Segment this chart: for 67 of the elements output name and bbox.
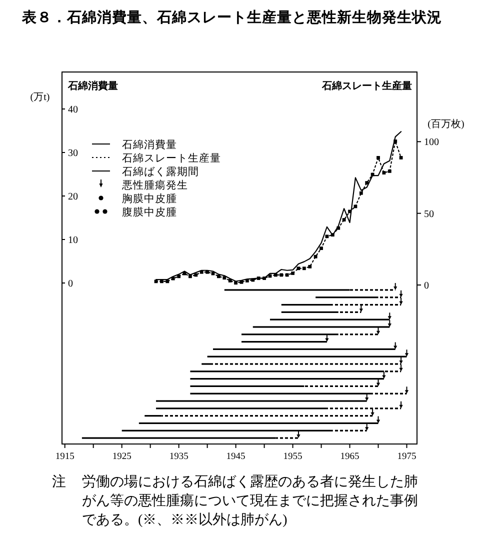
- point: [160, 280, 164, 284]
- point: [330, 233, 334, 237]
- point: [314, 254, 318, 258]
- point: [251, 278, 255, 282]
- point: [348, 210, 352, 214]
- legend-label: 石綿消費量: [122, 138, 177, 151]
- point: [376, 156, 380, 160]
- point: [171, 276, 175, 280]
- y2-tick-label: 50: [424, 208, 434, 220]
- point: [234, 281, 238, 285]
- legend-label: 石綿スレート生産量: [122, 152, 221, 164]
- text: 石綿ばく露期間: [122, 166, 199, 178]
- point: [200, 270, 204, 274]
- point: [336, 226, 340, 230]
- point: [370, 172, 374, 176]
- point: [228, 279, 232, 282]
- point: [280, 273, 284, 277]
- x-tick-label: 1945: [226, 452, 246, 462]
- point: [188, 274, 192, 278]
- annotation: 石綿消費量: [67, 80, 118, 92]
- point: [256, 276, 260, 280]
- annotation: 石綿スレート生産量: [321, 80, 412, 92]
- x-tick-label: 1975: [397, 452, 416, 462]
- annotation: 腹膜中皮腫: [122, 206, 177, 218]
- point: [308, 264, 312, 268]
- point: [382, 171, 386, 174]
- y2-axis-title: (百万枚): [428, 118, 464, 130]
- y-tick-label: 0: [68, 278, 73, 290]
- x-tick-label: 1935: [169, 452, 189, 462]
- point: [342, 218, 346, 222]
- x-tick-label: 1955: [283, 452, 303, 462]
- point: [245, 279, 249, 282]
- point: [320, 246, 323, 250]
- y-tick-label: 20: [68, 191, 78, 202]
- point: [388, 169, 392, 173]
- y-tick-label: 10: [68, 234, 78, 246]
- text: 注 労働の場における石綿ばく露歴のある者に発生した肺がん等の悪性腫瘍について現在までに把握された事例である。(※、※※以外は肺がん): [52, 474, 418, 528]
- y-tick-label: 30: [68, 148, 78, 159]
- point: [206, 270, 210, 274]
- point: [325, 234, 329, 238]
- point: [240, 280, 244, 284]
- chart-title: 表８．石綿消費量、石綿スレート生産量と悪性新生物発生状況: [21, 8, 442, 26]
- annotation: 胸膜中皮腫: [122, 192, 177, 205]
- point: [291, 272, 294, 275]
- y2-tick-label: 100: [424, 137, 439, 148]
- x-tick-label: 1965: [340, 452, 360, 462]
- point: [302, 266, 306, 270]
- point: [296, 266, 300, 270]
- annotation: 悪性腫瘍発生: [121, 178, 188, 192]
- point: [262, 276, 266, 280]
- point: [274, 273, 278, 277]
- y-tick-label: 40: [68, 104, 78, 116]
- x-tick-label: 1915: [55, 452, 75, 462]
- point: [399, 156, 403, 160]
- point: [194, 273, 198, 277]
- y-axis-title: (万t): [30, 92, 50, 103]
- point: [285, 273, 289, 277]
- x-tick-label: 1925: [112, 452, 132, 462]
- point: [222, 276, 226, 280]
- point: [365, 181, 369, 184]
- point: [394, 140, 398, 143]
- point: [177, 274, 181, 278]
- y2-tick-label: 0: [424, 280, 429, 292]
- point: [359, 191, 363, 195]
- point: [154, 280, 158, 284]
- point: [166, 280, 170, 284]
- point: [217, 274, 220, 278]
